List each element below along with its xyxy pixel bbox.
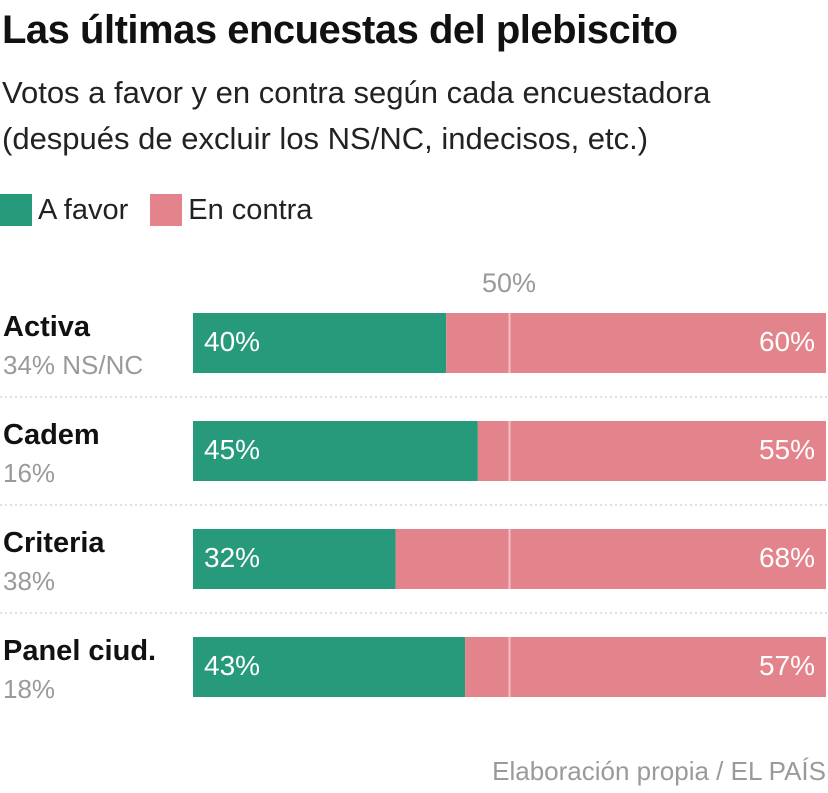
row-label-cadem: Cadem [3, 419, 100, 451]
subtitle-line-2: (después de excluir los NS/NC, indecisos… [2, 121, 649, 156]
row-undecided-cadem: 16% [3, 458, 56, 488]
value-label-en-contra-cadem: 55% [758, 434, 815, 465]
legend-label-a-favor: A favor [38, 193, 129, 226]
value-label-a-favor-cadem: 45% [204, 434, 261, 465]
legend-item-a-favor: A favor [0, 194, 128, 227]
bar-en-contra-criteria [395, 529, 826, 589]
row-undecided-criteria: 38% [3, 566, 56, 596]
chart-legend: A favor En contra [0, 192, 334, 228]
value-label-a-favor-activa: 40% [204, 326, 261, 357]
row-undecided-activa: 34% NS/NC [3, 350, 144, 380]
bar-a-favor-activa [193, 313, 447, 373]
bar-a-favor-criteria [193, 529, 396, 589]
value-label-a-favor-criteria: 32% [204, 542, 261, 573]
value-label-en-contra-activa: 60% [758, 326, 815, 357]
legend-swatch-a-favor [0, 194, 32, 226]
chart-source: Elaboración propia / EL PAÍS [492, 756, 826, 786]
row-label-activa: Activa [3, 311, 91, 343]
reference-line-label: 50% [481, 268, 537, 298]
row-undecided-panel-ciud: 18% [3, 674, 56, 704]
value-label-en-contra-panel-ciud: 57% [758, 650, 815, 681]
bar-en-contra-cadem [477, 421, 826, 481]
value-label-en-contra-criteria: 68% [758, 542, 815, 573]
chart-title: Las últimas encuestas del plebiscito [2, 8, 678, 52]
chart-subtitle: Votos a favor y en contra según cada enc… [2, 70, 710, 162]
row-label-criteria: Criteria [3, 527, 105, 559]
legend-item-en-contra: En contra [150, 194, 312, 227]
subtitle-line-1: Votos a favor y en contra según cada enc… [2, 75, 711, 110]
row-label-panel-ciud: Panel ciud. [3, 635, 157, 667]
bar-a-favor-cadem [193, 421, 478, 481]
bar-a-favor-panel-ciud [193, 637, 466, 697]
bar-en-contra-panel-ciud [465, 637, 826, 697]
legend-label-en-contra: En contra [188, 193, 313, 226]
value-label-a-favor-panel-ciud: 43% [204, 650, 261, 681]
legend-swatch-en-contra [150, 194, 183, 226]
